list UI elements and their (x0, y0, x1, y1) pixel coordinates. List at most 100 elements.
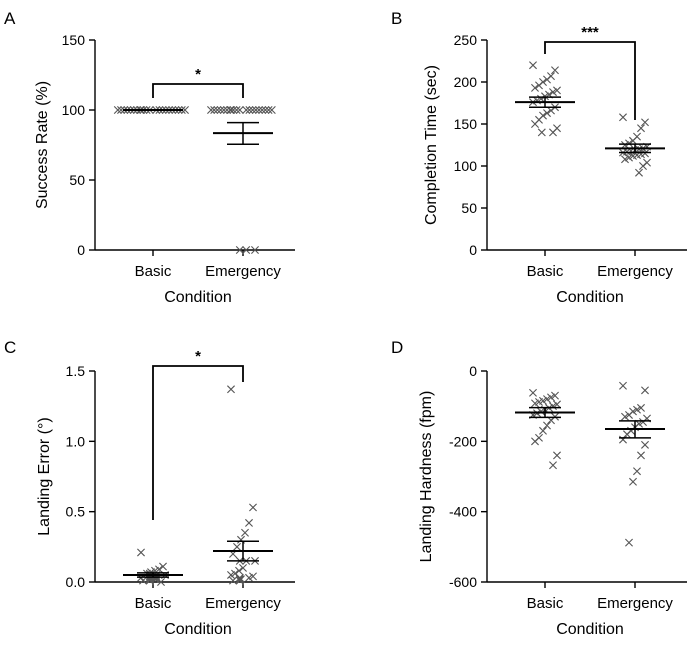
data-point-basic (531, 399, 539, 408)
data-point-basic (553, 400, 561, 409)
significance-bracket (152, 83, 244, 98)
panel-A: A 0 50 100 150 Basic Emergency Condition Success… (4, 9, 295, 306)
data-point-basic (543, 109, 551, 118)
data-point-emergency (233, 542, 241, 551)
x-tick-label: Emergency (597, 595, 673, 612)
data-point-emergency (633, 405, 641, 414)
x-tick-label: Emergency (205, 595, 281, 612)
data-point-basic (529, 61, 537, 70)
data-point-basic (549, 402, 557, 411)
panel-C: C 0.0 0.5 1.0 1.5 Basic Emergency Condition Land… (4, 338, 295, 638)
data-point-basic (543, 395, 551, 404)
data-point-emergency (639, 418, 647, 426)
y-tick-label: 1.0 (66, 433, 86, 449)
data-point-basic (543, 75, 551, 84)
data-point-emergency (629, 151, 637, 160)
y-tick-label: 0.0 (66, 574, 86, 590)
y-axis-title: Landing Hardness (fpm) (418, 391, 435, 563)
x-tick-label: Basic (135, 595, 172, 612)
data-point-emergency (251, 246, 259, 254)
data-point-emergency (621, 155, 629, 164)
data-point-basic (549, 88, 557, 97)
data-point-emergency (637, 451, 645, 460)
data-point-basic (553, 451, 561, 460)
data-point-basic (139, 576, 147, 585)
y-tick-label: 100 (62, 102, 86, 118)
data-point-emergency (629, 136, 637, 145)
data-point-emergency (635, 168, 643, 177)
data-point-basic (531, 83, 539, 92)
data-point-emergency (641, 440, 649, 449)
data-point-emergency (242, 246, 251, 254)
y-axis-title: Completion Time (sec) (423, 65, 440, 225)
y-tick-label: 150 (62, 32, 86, 48)
data-point-emergency (619, 113, 627, 122)
x-axis-title: Condition (556, 289, 624, 306)
data-point-emergency (641, 386, 649, 395)
x-tick-label: Emergency (597, 263, 673, 280)
significance-label: * (195, 66, 201, 83)
data-point-emergency (633, 467, 641, 476)
data-point-emergency (235, 566, 243, 575)
y-tick-label: 0 (77, 242, 85, 258)
data-point-emergency (245, 573, 253, 582)
data-point-emergency (235, 575, 244, 584)
data-point-basic (159, 562, 167, 571)
data-point-emergency (223, 106, 231, 114)
data-point-emergency (229, 106, 238, 114)
significance-bracket (544, 41, 636, 120)
y-tick-label: 200 (454, 74, 478, 90)
x-tick-label: Basic (135, 263, 172, 280)
data-point-emergency (232, 106, 241, 114)
panel-letter: C (4, 338, 16, 357)
x-axis-title: Condition (164, 289, 232, 306)
panel-B: B 0 50 100 150 200 250 Basic Emergency Condition C… (391, 9, 687, 306)
data-point-emergency (261, 106, 270, 114)
data-point-basic (535, 81, 543, 90)
data-point-basic (157, 578, 165, 586)
data-point-basic (551, 391, 559, 400)
data-point-emergency (235, 106, 244, 114)
data-point-basic (531, 120, 539, 128)
significance-label: *** (581, 24, 599, 41)
y-tick-label: 50 (69, 172, 85, 188)
data-point-emergency (210, 106, 219, 114)
data-point-emergency (219, 106, 228, 114)
data-point-emergency (623, 430, 631, 439)
data-point-emergency (625, 410, 633, 419)
data-point-basic (181, 106, 189, 114)
y-tick-label: 0 (469, 242, 477, 258)
data-point-emergency (641, 118, 649, 127)
data-point-basic (529, 388, 537, 397)
panel-letter: A (4, 9, 16, 28)
data-point-basic (531, 437, 539, 446)
y-tick-label: -200 (449, 433, 477, 449)
y-tick-label: 250 (454, 32, 478, 48)
data-point-basic (113, 106, 122, 114)
data-point-basic (117, 106, 125, 114)
data-point-emergency (255, 106, 263, 114)
y-tick-label: 100 (454, 158, 478, 174)
data-point-basic (537, 128, 546, 137)
x-tick-label: Basic (527, 595, 564, 612)
data-point-basic (549, 128, 557, 137)
data-point-emergency (637, 403, 645, 412)
data-point-emergency (213, 106, 222, 114)
y-tick-label: 1.5 (66, 363, 86, 379)
data-point-emergency (207, 106, 215, 114)
x-tick-label: Emergency (205, 263, 281, 280)
data-point-basic (145, 576, 154, 585)
data-point-emergency (267, 106, 276, 114)
significance-bracket (152, 365, 244, 520)
x-tick-label: Basic (527, 263, 564, 280)
data-point-emergency (227, 385, 235, 394)
data-point-emergency (625, 538, 633, 547)
data-point-emergency (619, 381, 627, 390)
data-point-emergency (637, 124, 645, 133)
data-point-emergency (227, 570, 235, 579)
data-point-emergency (235, 246, 244, 254)
y-tick-label: 50 (461, 200, 477, 216)
y-tick-label: 0 (469, 363, 477, 379)
data-point-emergency (242, 106, 251, 114)
